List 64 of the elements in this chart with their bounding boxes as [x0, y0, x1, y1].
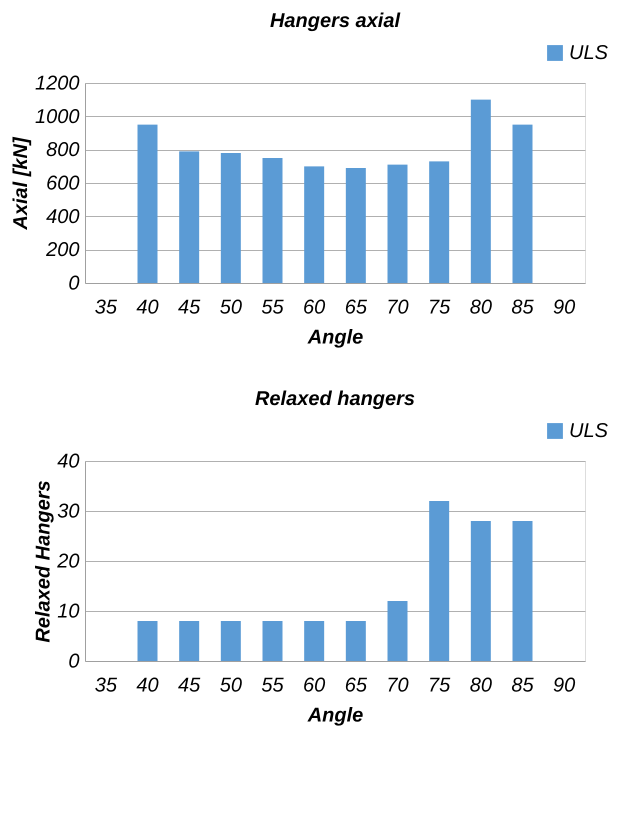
chart-title: Relaxed hangers [254, 388, 416, 410]
x-tick-label: 40 [136, 296, 159, 318]
bar [220, 153, 241, 283]
x-tick-label: 85 [511, 296, 534, 318]
bar [512, 521, 532, 661]
y-tick-label: 10 [57, 600, 80, 622]
bar [262, 621, 282, 661]
bar [304, 621, 324, 661]
x-tick-label: 55 [261, 296, 284, 318]
y-axis-title: Axial [kN] [10, 136, 32, 231]
x-tick-label: 75 [428, 296, 452, 318]
y-tick-label: 400 [46, 206, 80, 228]
x-tick-label: 45 [178, 674, 202, 696]
x-tick-label: 40 [136, 674, 159, 696]
x-tick-label: 75 [428, 674, 452, 696]
bar [304, 166, 324, 283]
bar [470, 521, 491, 661]
x-tick-label: 90 [553, 296, 576, 318]
x-tick-label: 65 [344, 296, 368, 318]
x-tick-label: 80 [470, 674, 492, 696]
y-tick-label: 20 [56, 550, 80, 572]
bar [138, 124, 158, 283]
legend-label: ULS [569, 42, 609, 64]
chart-title: Hangers axial [270, 10, 400, 32]
x-tick-label: 60 [303, 674, 326, 696]
y-tick-label: 600 [46, 172, 80, 194]
bar [346, 621, 366, 661]
bar [138, 621, 158, 661]
bar [429, 161, 450, 283]
x-axis-title: Angle [306, 326, 364, 348]
bar [429, 501, 450, 661]
x-tick-label: 90 [553, 674, 576, 696]
y-tick-label: 30 [57, 500, 80, 522]
bar [470, 100, 491, 283]
y-tick-label: 200 [45, 239, 80, 262]
bar [346, 168, 366, 283]
y-axis-title: Relaxed Hangers [32, 480, 54, 643]
bar [220, 621, 241, 661]
y-tick-label: 0 [68, 650, 80, 672]
bar [179, 621, 200, 661]
x-tick-label: 70 [386, 674, 409, 696]
bar [388, 164, 408, 283]
x-tick-label: 60 [303, 296, 326, 318]
legend-label: ULS [569, 420, 609, 442]
x-tick-label: 50 [220, 674, 242, 696]
bar [262, 158, 282, 283]
x-tick-label: 35 [94, 296, 118, 318]
y-tick-label: 1200 [35, 72, 80, 94]
x-tick-label: 65 [344, 674, 368, 696]
x-tick-label: 45 [178, 296, 202, 318]
x-tick-label: 55 [261, 674, 284, 696]
x-tick-label: 50 [220, 296, 242, 318]
y-tick-label: 1000 [35, 106, 80, 128]
x-tick-label: 35 [94, 674, 118, 696]
y-tick-label: 800 [46, 139, 80, 162]
x-axis-title: Angle [306, 704, 364, 726]
bar [179, 151, 200, 283]
y-tick-label: 0 [68, 272, 80, 294]
bar [512, 124, 532, 283]
x-tick-label: 85 [511, 674, 534, 696]
x-tick-label: 70 [386, 296, 409, 318]
bar [388, 601, 408, 661]
y-tick-label: 40 [57, 450, 80, 472]
x-tick-label: 80 [470, 296, 492, 318]
